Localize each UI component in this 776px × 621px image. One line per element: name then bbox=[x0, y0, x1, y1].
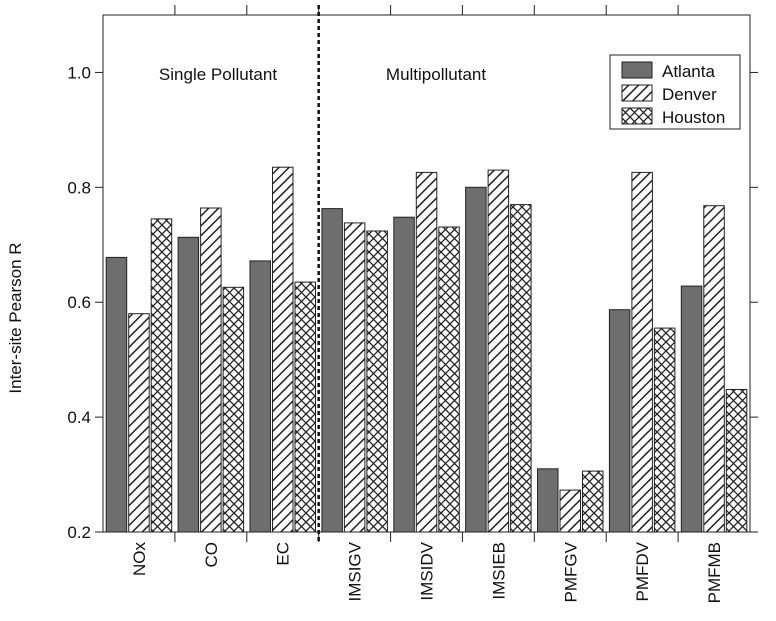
legend-label-denver: Denver bbox=[662, 85, 717, 104]
bar-denver-imsieb bbox=[487, 169, 510, 533]
x-tick-label-pmfmb: PMFMB bbox=[705, 542, 724, 603]
x-tick-label-nox: NOx bbox=[130, 542, 149, 577]
legend-swatch-atlanta bbox=[621, 61, 653, 79]
bar-houston-pmfgv bbox=[582, 470, 604, 533]
bar-denver-pmfmb bbox=[703, 205, 725, 533]
x-tick-label-imsidv: IMSIDV bbox=[418, 541, 437, 600]
bar-atlanta-pmfgv bbox=[537, 468, 559, 533]
legend-label-atlanta: Atlanta bbox=[662, 62, 715, 81]
bar-atlanta-imsieb bbox=[465, 186, 487, 533]
bar-denver-co bbox=[200, 207, 222, 533]
x-tick-label-ec: EC bbox=[274, 542, 293, 566]
bar-houston-imsigv bbox=[366, 230, 388, 533]
bar-atlanta-co bbox=[177, 236, 200, 533]
legend-swatch-houston bbox=[621, 107, 653, 125]
bar-atlanta-imsigv bbox=[321, 208, 343, 533]
bar-houston-ec bbox=[294, 281, 316, 533]
bar-atlanta-pmfdv bbox=[608, 309, 631, 533]
bar-houston-imsieb bbox=[510, 204, 532, 533]
multipollutant-label: Multipollutant bbox=[386, 65, 486, 84]
bar-atlanta-pmfmb bbox=[680, 285, 703, 533]
bar-denver-nox bbox=[128, 313, 150, 533]
bar-houston-co bbox=[222, 286, 245, 533]
y-tick-label: 0.6 bbox=[67, 293, 91, 312]
bar-houston-nox bbox=[150, 218, 173, 533]
y-tick-label: 1.0 bbox=[67, 63, 91, 82]
bar-atlanta-imsidv bbox=[393, 216, 415, 533]
axes: NOx CO EC IMSIGV IMSIDV IMSIEB PMFGV PMFDV PMFMB… bbox=[67, 5, 758, 603]
y-axis-title: Inter-site Pearson R bbox=[6, 242, 25, 393]
bar-denver-imsidv bbox=[415, 171, 438, 533]
bar-atlanta-ec bbox=[249, 260, 271, 533]
x-tick-label-pmfdv: PMFDV bbox=[633, 541, 652, 601]
bar-houston-imsidv bbox=[438, 226, 460, 533]
bar-denver-imsigv bbox=[343, 222, 366, 533]
plot-frame bbox=[102, 14, 751, 533]
legend-label-houston: Houston bbox=[662, 108, 725, 127]
x-tick-label-pmfgv: PMFGV bbox=[561, 541, 580, 602]
y-tick-label: 0.2 bbox=[67, 523, 91, 542]
bar-houston-pmfmb bbox=[725, 389, 748, 533]
bar-houston-pmfdv bbox=[653, 327, 676, 533]
y-tick-label: 0.8 bbox=[67, 178, 91, 197]
single-pollutant-label: Single Pollutant bbox=[159, 65, 277, 84]
x-tick-label-imsieb: IMSIEB bbox=[489, 542, 508, 600]
bar-denver-pmfdv bbox=[631, 171, 653, 533]
legend-swatch-denver bbox=[621, 84, 653, 102]
x-tick-label-co: CO bbox=[202, 542, 221, 568]
y-tick-label: 0.4 bbox=[67, 408, 91, 427]
bar-denver-ec bbox=[272, 166, 294, 533]
legend: Atlanta Denver Houston bbox=[609, 54, 741, 130]
bar-denver-pmfgv bbox=[559, 489, 581, 533]
bar-atlanta-nox bbox=[105, 256, 128, 533]
x-tick-label-imsigv: IMSIGV bbox=[346, 541, 365, 601]
bars-layer bbox=[105, 166, 748, 533]
